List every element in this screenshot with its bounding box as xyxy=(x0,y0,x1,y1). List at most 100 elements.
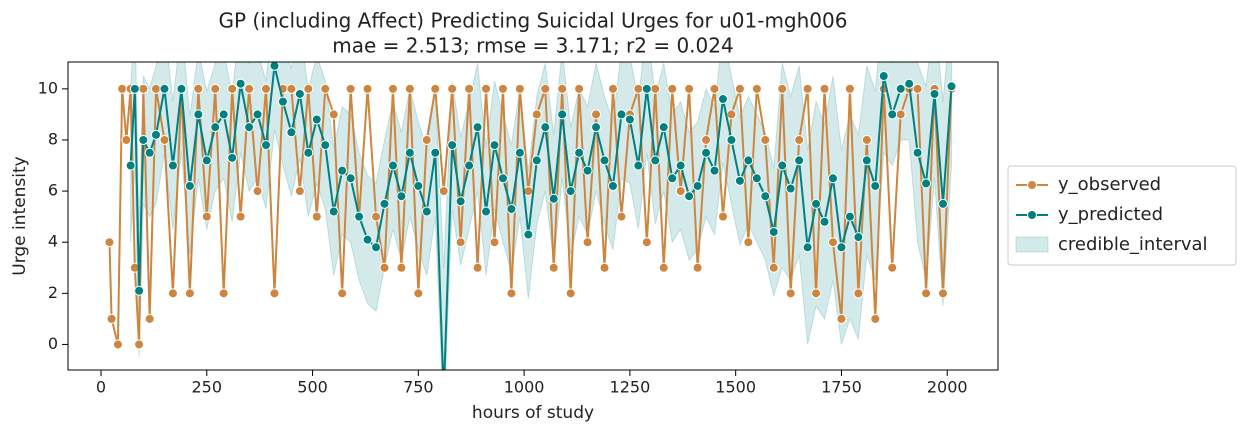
point xyxy=(599,262,610,273)
point xyxy=(227,83,238,94)
point xyxy=(574,83,585,94)
point xyxy=(371,211,382,222)
point xyxy=(320,83,331,94)
point xyxy=(144,313,155,324)
point xyxy=(481,83,492,94)
x-tick-label: 1500 xyxy=(715,378,756,397)
point xyxy=(489,140,500,151)
point xyxy=(946,81,957,92)
point xyxy=(362,234,373,245)
point xyxy=(421,134,432,145)
point xyxy=(506,203,517,214)
point xyxy=(159,134,170,145)
x-axis-label: hours of study xyxy=(472,403,594,423)
point xyxy=(121,134,132,145)
point xyxy=(853,232,864,243)
point xyxy=(887,109,898,120)
point xyxy=(785,288,796,299)
point xyxy=(870,313,881,324)
point xyxy=(658,262,669,273)
point xyxy=(895,109,906,120)
point xyxy=(853,288,864,299)
legend-label: y_predicted xyxy=(1058,204,1163,225)
point xyxy=(193,109,204,120)
point xyxy=(176,83,187,94)
point xyxy=(675,160,686,171)
point xyxy=(345,173,356,184)
point xyxy=(117,83,128,94)
x-tick-label: 2000 xyxy=(927,378,968,397)
x-tick-label: 1250 xyxy=(610,378,651,397)
point xyxy=(921,288,932,299)
point xyxy=(616,211,627,222)
point xyxy=(582,165,593,176)
point xyxy=(328,206,339,217)
point xyxy=(557,109,568,120)
point xyxy=(455,196,466,207)
legend: y_observed y_predicted credible_interval xyxy=(1015,174,1208,255)
point xyxy=(591,109,602,120)
y-tick-label: 8 xyxy=(48,129,58,148)
point xyxy=(777,83,788,94)
point xyxy=(599,155,610,166)
point xyxy=(303,83,314,94)
point xyxy=(548,193,559,204)
point xyxy=(777,160,788,171)
point xyxy=(311,211,322,222)
point xyxy=(497,83,508,94)
point xyxy=(523,229,534,240)
y-tick-label: 6 xyxy=(48,181,58,200)
point xyxy=(827,237,838,248)
y-tick-label: 10 xyxy=(38,78,58,97)
point xyxy=(684,83,695,94)
x-tick-label: 1750 xyxy=(821,378,862,397)
point xyxy=(396,262,407,273)
point xyxy=(167,160,178,171)
point xyxy=(193,83,204,94)
point xyxy=(743,155,754,166)
point xyxy=(701,134,712,145)
point xyxy=(819,216,830,227)
chart-title: GP (including Affect) Predicting Suicida… xyxy=(219,9,848,33)
legend-label: credible_interval xyxy=(1058,234,1208,255)
point xyxy=(134,339,145,350)
point xyxy=(184,180,195,191)
point xyxy=(354,211,365,222)
point xyxy=(235,211,246,222)
point xyxy=(844,211,855,222)
point xyxy=(438,186,449,197)
point xyxy=(743,237,754,248)
point xyxy=(201,155,212,166)
y-tick-label: 2 xyxy=(48,283,58,302)
point xyxy=(464,160,475,171)
point xyxy=(811,198,822,209)
point xyxy=(836,313,847,324)
point xyxy=(472,122,483,133)
point xyxy=(345,83,356,94)
point xyxy=(447,83,458,94)
point xyxy=(523,186,534,197)
point xyxy=(701,147,712,158)
y-tick-label: 4 xyxy=(48,232,58,251)
point xyxy=(218,288,229,299)
point xyxy=(624,114,635,125)
point xyxy=(387,160,398,171)
point xyxy=(497,173,508,184)
point xyxy=(210,122,221,133)
point xyxy=(591,122,602,133)
point xyxy=(768,262,779,273)
point xyxy=(506,288,517,299)
point xyxy=(692,180,703,191)
y-tick-label: 0 xyxy=(48,334,58,353)
point xyxy=(565,288,576,299)
point xyxy=(104,237,115,248)
point xyxy=(159,83,170,94)
point xyxy=(244,122,255,133)
point xyxy=(827,173,838,184)
point xyxy=(144,147,155,158)
point xyxy=(413,288,424,299)
point xyxy=(650,83,661,94)
point xyxy=(261,140,272,151)
point xyxy=(362,83,373,94)
point xyxy=(726,109,737,120)
